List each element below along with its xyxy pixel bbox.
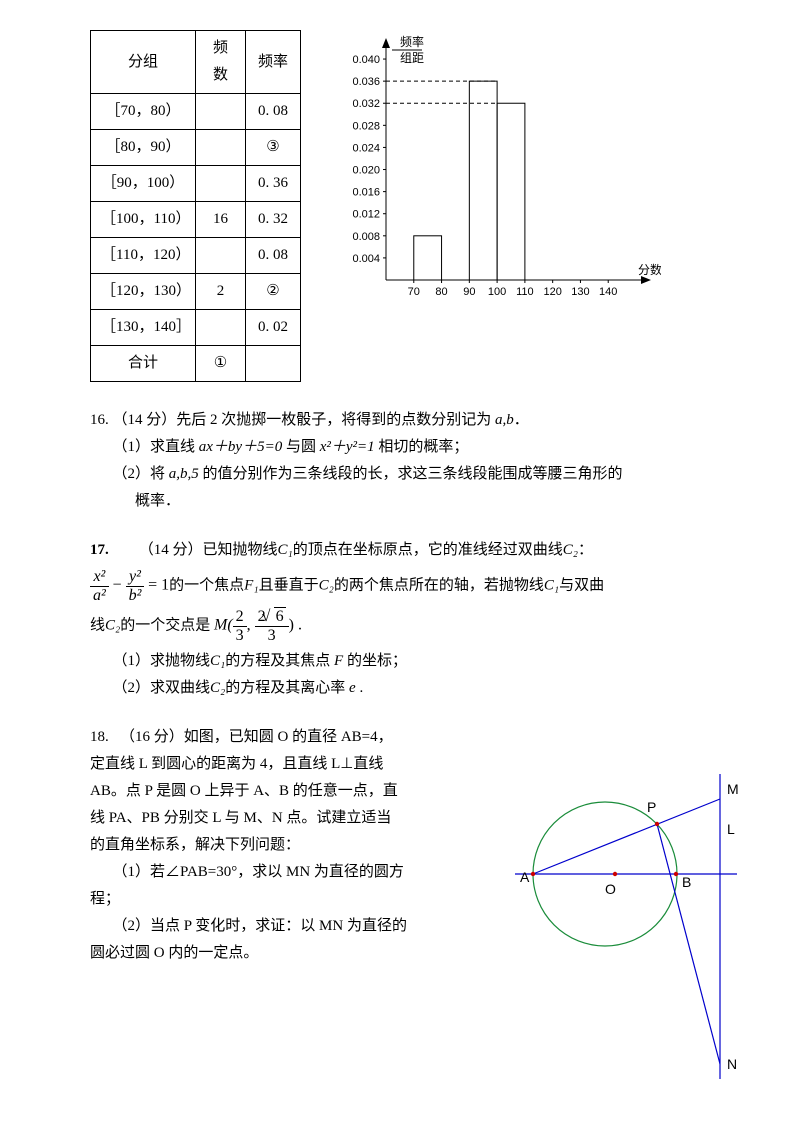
svg-text:120: 120 — [543, 286, 561, 298]
histogram-svg: 0.004 0.008 0.012 0.016 0.020 0.024 0.028 0.032… — [331, 30, 661, 310]
top-section: 分组 频数 频率 ［70，80）0. 08 ［80，90）③ ［90，100）0… — [90, 30, 745, 382]
problem-17: 17. （14 分）已知抛物线C₁的顶点在坐标原点，它的准线经过双曲线C₂： x… — [90, 537, 745, 702]
problem-16: 16. （14 分）先后 2 次抛掷一枚骰子，将得到的点数分别记为 a,b． （… — [90, 407, 745, 515]
geometry-diagram: A B O P L M N — [475, 724, 745, 1094]
table-row: ［80，90）③ — [91, 130, 301, 166]
svg-text:140: 140 — [599, 286, 617, 298]
table-row: ［90，100）0. 36 — [91, 166, 301, 202]
svg-text:L: L — [727, 821, 735, 837]
svg-text:组距: 组距 — [400, 51, 424, 65]
svg-text:110: 110 — [516, 286, 534, 298]
frequency-table: 分组 频数 频率 ［70，80）0. 08 ［80，90）③ ［90，100）0… — [90, 30, 301, 382]
svg-text:A: A — [520, 869, 530, 885]
svg-text:70: 70 — [408, 286, 420, 298]
svg-text:N: N — [727, 1056, 737, 1072]
svg-text:0.032: 0.032 — [352, 98, 380, 110]
svg-text:0.016: 0.016 — [352, 187, 380, 199]
table-row: ［100，110）160. 32 — [91, 202, 301, 238]
svg-text:0.028: 0.028 — [352, 120, 380, 132]
svg-text:0.024: 0.024 — [352, 142, 380, 154]
problem-18: 18. （16 分）如图，已知圆 O 的直径 AB=4， 定直线 L 到圆心的距… — [90, 724, 745, 1094]
p16-intro: 先后 2 次抛掷一枚骰子，将得到的点数分别记为 — [176, 412, 495, 428]
p18-num: 18. — [90, 729, 109, 745]
table-footer: 合计① — [91, 346, 301, 382]
table-row: ［110，120）0. 08 — [91, 238, 301, 274]
svg-text:0.012: 0.012 — [352, 209, 380, 221]
svg-text:频率: 频率 — [400, 34, 424, 49]
svg-text:90: 90 — [463, 286, 475, 298]
svg-text:0.036: 0.036 — [352, 76, 380, 88]
p17-num: 17. — [90, 542, 109, 558]
svg-text:0.040: 0.040 — [352, 54, 380, 66]
th-rate: 频率 — [246, 31, 301, 94]
svg-text:P: P — [647, 799, 656, 815]
geometry-svg: A B O P L M N — [475, 724, 745, 1094]
svg-text:0.004: 0.004 — [352, 253, 380, 265]
svg-text:M: M — [727, 781, 739, 797]
p16-num: 16. — [90, 412, 109, 428]
svg-text:80: 80 — [435, 286, 447, 298]
th-group: 分组 — [91, 31, 196, 94]
svg-text:0.020: 0.020 — [352, 165, 380, 177]
svg-text:B: B — [682, 874, 691, 890]
table-row: ［130，140］0. 02 — [91, 310, 301, 346]
svg-text:分数: 分数 — [638, 262, 661, 277]
svg-text:130: 130 — [571, 286, 589, 298]
p16-var: a,b — [495, 412, 514, 428]
table-row: ［70，80）0. 08 — [91, 94, 301, 130]
table-row: ［120，130）2② — [91, 274, 301, 310]
svg-text:O: O — [605, 881, 616, 897]
p16-points: （14 分） — [113, 412, 177, 428]
svg-text:0.008: 0.008 — [352, 231, 380, 243]
svg-text:100: 100 — [488, 286, 506, 298]
histogram: 0.004 0.008 0.012 0.016 0.020 0.024 0.028 0.032… — [331, 30, 745, 310]
th-freq: 频数 — [196, 31, 246, 94]
